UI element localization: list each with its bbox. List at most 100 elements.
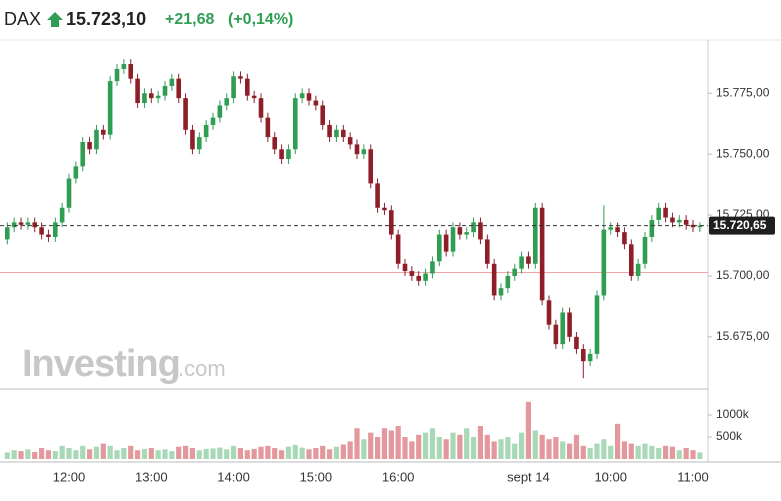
- candle-body: [148, 93, 154, 99]
- candle-body: [484, 239, 490, 264]
- candle-body: [46, 234, 51, 237]
- symbol: DAX: [4, 9, 41, 29]
- volume-bar: [443, 439, 449, 459]
- volume-bar: [409, 441, 415, 459]
- candle-body: [505, 275, 511, 289]
- candle-body: [498, 288, 504, 296]
- volume-bar: [258, 446, 264, 459]
- up-arrow: [47, 12, 63, 27]
- volume-bar: [525, 401, 532, 459]
- candle-body: [587, 353, 593, 362]
- volume-bar: [25, 449, 31, 459]
- candle-body: [340, 129, 346, 138]
- volume-bar: [148, 448, 154, 459]
- volume-bar: [121, 448, 127, 459]
- volume-bar: [326, 449, 333, 459]
- candle-body: [676, 219, 682, 223]
- x-tick-label: 16:00: [382, 469, 415, 484]
- candle-body: [25, 222, 31, 225]
- volume-bar: [518, 432, 525, 459]
- volume-bar: [203, 448, 209, 459]
- candle-body: [430, 261, 435, 274]
- candle-body: [59, 207, 65, 223]
- x-tick-label: 13:00: [135, 469, 168, 484]
- volume-bar: [505, 437, 511, 459]
- candle-body: [615, 227, 620, 233]
- volume-bar: [512, 443, 518, 459]
- volume-bar: [189, 448, 196, 459]
- plot: 15.675,0015.700,0015.725,0015.750,0015.7…: [0, 59, 775, 484]
- candle-body: [87, 141, 92, 150]
- volume-bar: [134, 450, 141, 459]
- candle-body: [382, 207, 387, 211]
- candle-body: [416, 275, 422, 281]
- candle-body: [313, 100, 319, 106]
- candle-body: [320, 105, 326, 125]
- candle-body: [169, 78, 175, 86]
- volume-bar: [347, 441, 353, 459]
- candle-body: [128, 64, 134, 79]
- candle-body: [567, 312, 572, 337]
- volume-bar: [66, 448, 72, 459]
- volume-bar: [11, 450, 17, 459]
- watermark-brand: Investing: [22, 343, 180, 385]
- candle-body: [100, 129, 106, 135]
- candle-body: [450, 227, 456, 252]
- candle-body: [203, 124, 209, 138]
- candle-body: [471, 222, 476, 233]
- volume-bar: [676, 450, 682, 459]
- volume-bar: [601, 439, 607, 459]
- candle-body: [423, 273, 428, 281]
- volume-bar: [484, 434, 490, 459]
- volume-bar: [196, 450, 202, 459]
- volume-bar: [498, 439, 504, 459]
- candle-body: [375, 183, 380, 208]
- candle-body: [560, 312, 566, 345]
- candle-body: [183, 98, 188, 130]
- watermark-suffix: .com: [178, 356, 226, 381]
- volume-bar: [532, 430, 538, 459]
- y-tick-label: 15.700,00: [716, 268, 770, 282]
- candle-body: [94, 129, 99, 150]
- x-tick-label: 14:00: [217, 469, 250, 484]
- volume-bar: [100, 443, 106, 459]
- volume-bar: [278, 450, 285, 459]
- volume-bar: [86, 449, 93, 459]
- candle-body: [155, 95, 161, 99]
- candle-body: [142, 93, 147, 104]
- volume-bar: [628, 443, 634, 459]
- candle-body: [238, 76, 243, 79]
- candle-body: [361, 149, 367, 155]
- candle-body: [601, 229, 607, 296]
- x-tick-label: 11:00: [677, 469, 709, 484]
- volume-bar: [59, 445, 65, 459]
- volume-bar: [697, 452, 703, 459]
- candle-body: [608, 227, 614, 230]
- y-tick-label: 15.750,00: [716, 146, 770, 160]
- candle-body: [354, 144, 360, 155]
- last-price-box: [709, 216, 775, 235]
- volume-bar: [155, 450, 161, 459]
- candle-body: [436, 234, 442, 262]
- last-price-label: 15.720,65: [713, 218, 767, 232]
- candle-body: [402, 263, 408, 272]
- volume-bar: [18, 451, 24, 459]
- volume-bar: [388, 430, 394, 459]
- volume-bar: [162, 449, 168, 459]
- candle-body: [409, 271, 415, 276]
- volume-bar: [429, 428, 436, 459]
- volume-bar: [594, 443, 600, 459]
- candle-body: [286, 149, 291, 160]
- candle-body: [292, 98, 298, 150]
- volume-bar: [4, 452, 10, 459]
- candle-body: [622, 232, 627, 245]
- candle-body: [388, 210, 394, 235]
- candle-body: [670, 217, 675, 223]
- candle-body: [244, 78, 250, 96]
- volume-bar: [285, 446, 292, 459]
- candle-body: [334, 129, 339, 138]
- volume-bar: [169, 451, 175, 459]
- candle-body: [73, 166, 79, 179]
- candle-body: [272, 137, 278, 150]
